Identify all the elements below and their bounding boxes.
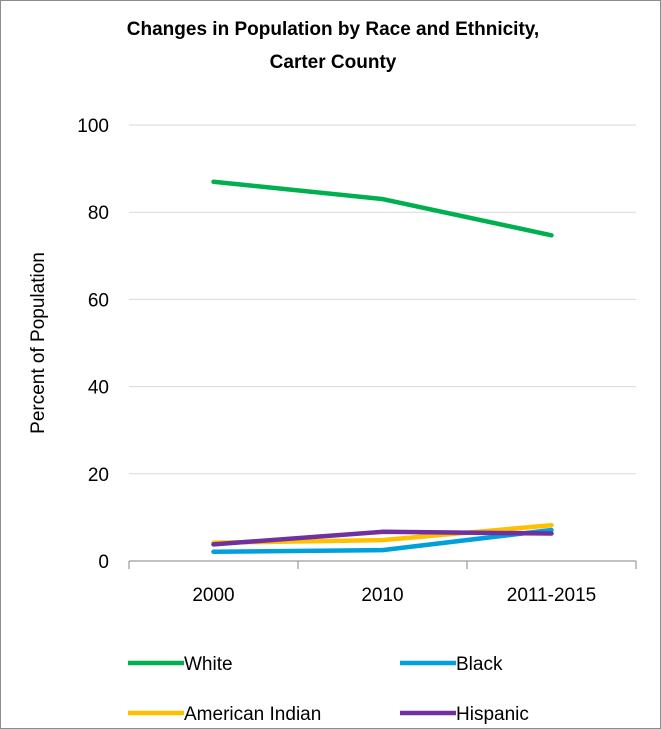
y-tick-label: 0 [98,552,109,573]
legend-item-american-indian: American Indian [128,704,321,725]
chart-title-line2: Carter County [270,52,397,73]
x-tick-label: 2011-2015 [507,585,596,606]
x-tick-label: 2000 [192,585,234,606]
gridlines [129,124,636,475]
legend-label: Hispanic [456,704,529,725]
legend: White Black American Indian Hispanic [128,654,529,725]
series-lines [211,179,554,555]
y-tick-label: 60 [88,290,109,311]
y-tick-label: 20 [88,465,109,486]
y-tick-label: 100 [77,116,109,137]
x-axis: 2000 2010 2011-2015 [128,560,637,606]
x-tick-label: 2010 [361,585,403,606]
legend-item-white: White [128,654,233,675]
y-tick-label: 80 [88,203,109,224]
legend-item-black: Black [400,654,503,675]
legend-item-hispanic: Hispanic [400,704,529,725]
y-axis-title: Percent of Population [28,252,49,434]
legend-label: Black [456,654,503,675]
legend-label: American Indian [184,704,321,725]
legend-label: White [184,654,233,675]
series-line-white [211,179,554,238]
y-tick-label: 40 [88,378,109,399]
chart-title-line1: Changes in Population by Race and Ethnic… [127,19,539,40]
y-axis-ticks: 0 20 40 60 80 100 [77,116,109,573]
